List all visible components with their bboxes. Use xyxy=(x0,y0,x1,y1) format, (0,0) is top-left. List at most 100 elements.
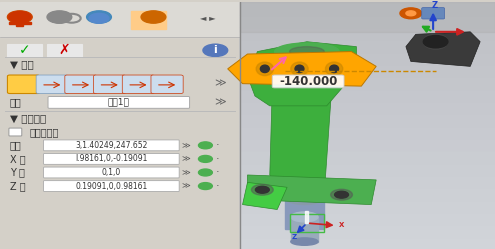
Polygon shape xyxy=(270,71,332,195)
Text: ▼ 手柄方向: ▼ 手柄方向 xyxy=(10,113,46,123)
FancyBboxPatch shape xyxy=(44,153,179,164)
Text: Y 轴: Y 轴 xyxy=(10,168,25,178)
Text: 3,1.40249,247.652: 3,1.40249,247.652 xyxy=(75,141,148,150)
Ellipse shape xyxy=(275,43,339,60)
Circle shape xyxy=(89,13,109,23)
Text: X 轴: X 轴 xyxy=(10,154,26,164)
FancyBboxPatch shape xyxy=(44,181,179,191)
Ellipse shape xyxy=(423,34,448,49)
Circle shape xyxy=(198,183,212,189)
Circle shape xyxy=(7,11,32,23)
Text: 实体: 实体 xyxy=(10,97,22,107)
Text: ≫: ≫ xyxy=(214,79,226,89)
Text: 0,1,0: 0,1,0 xyxy=(102,168,121,177)
Bar xyxy=(291,217,318,242)
Bar xyxy=(240,2,495,14)
FancyBboxPatch shape xyxy=(9,128,22,136)
Bar xyxy=(240,200,495,212)
Bar xyxy=(240,113,495,125)
Bar xyxy=(240,212,495,224)
Bar xyxy=(240,163,495,175)
Ellipse shape xyxy=(291,212,318,222)
Bar xyxy=(240,175,495,187)
FancyBboxPatch shape xyxy=(151,75,183,94)
Bar xyxy=(240,27,495,39)
Bar xyxy=(240,237,495,249)
Text: ▼ 必选: ▼ 必选 xyxy=(10,59,34,69)
Circle shape xyxy=(141,11,166,23)
Circle shape xyxy=(203,44,228,57)
Text: ≫: ≫ xyxy=(181,154,190,163)
Text: 选中1个: 选中1个 xyxy=(108,98,130,107)
FancyBboxPatch shape xyxy=(44,167,179,178)
Text: ≫: ≫ xyxy=(214,97,226,107)
Bar xyxy=(240,125,495,138)
Bar xyxy=(240,76,495,89)
Circle shape xyxy=(87,11,111,23)
Bar xyxy=(240,138,495,150)
FancyBboxPatch shape xyxy=(44,140,179,151)
Text: ≫: ≫ xyxy=(181,141,190,150)
Text: ·: · xyxy=(216,140,220,150)
Circle shape xyxy=(198,169,212,176)
Circle shape xyxy=(331,189,352,200)
Text: ◄ ►: ◄ ► xyxy=(200,14,216,23)
Bar xyxy=(469,2,495,175)
Ellipse shape xyxy=(260,65,269,72)
Bar xyxy=(290,214,324,232)
Text: l.98161,0,-0.19091: l.98161,0,-0.19091 xyxy=(75,154,148,163)
Bar xyxy=(47,44,82,57)
Bar xyxy=(240,14,495,27)
FancyBboxPatch shape xyxy=(7,75,40,94)
Text: 只移动手柄: 只移动手柄 xyxy=(30,127,59,137)
Circle shape xyxy=(406,11,416,16)
Bar xyxy=(240,187,495,200)
Bar xyxy=(240,64,495,76)
Bar xyxy=(9,22,31,24)
Circle shape xyxy=(255,186,269,193)
Bar xyxy=(317,2,342,175)
Polygon shape xyxy=(243,182,287,209)
Circle shape xyxy=(423,36,448,48)
Bar xyxy=(367,2,393,175)
FancyBboxPatch shape xyxy=(272,75,344,88)
Circle shape xyxy=(198,155,212,162)
Bar xyxy=(240,2,495,101)
Bar xyxy=(240,150,495,163)
Text: Z 轴: Z 轴 xyxy=(10,181,26,191)
Polygon shape xyxy=(248,175,376,205)
FancyBboxPatch shape xyxy=(94,75,126,94)
Text: 位置: 位置 xyxy=(10,140,22,150)
Text: -140.000: -140.000 xyxy=(279,75,338,88)
FancyBboxPatch shape xyxy=(48,96,190,108)
Bar xyxy=(0,2,240,37)
Circle shape xyxy=(251,184,273,195)
Bar xyxy=(240,52,495,64)
Bar xyxy=(265,2,291,175)
Text: ·: · xyxy=(216,154,220,164)
Circle shape xyxy=(335,191,348,198)
Circle shape xyxy=(400,8,422,19)
Text: ≫: ≫ xyxy=(181,182,190,190)
Ellipse shape xyxy=(282,185,327,205)
Bar xyxy=(131,11,166,29)
Polygon shape xyxy=(248,42,356,106)
Ellipse shape xyxy=(256,62,273,76)
FancyBboxPatch shape xyxy=(36,75,68,94)
Text: X: X xyxy=(339,222,345,228)
Ellipse shape xyxy=(291,238,318,245)
Polygon shape xyxy=(406,32,480,66)
Text: ✗: ✗ xyxy=(58,43,70,57)
Ellipse shape xyxy=(290,47,324,57)
Ellipse shape xyxy=(295,65,304,72)
Text: 0.19091,0,0.98161: 0.19091,0,0.98161 xyxy=(75,182,148,190)
Circle shape xyxy=(145,12,162,21)
Bar xyxy=(240,224,495,237)
Ellipse shape xyxy=(326,62,343,76)
Text: ·: · xyxy=(216,181,220,191)
Circle shape xyxy=(9,12,31,22)
Bar xyxy=(342,2,367,175)
Text: ≫: ≫ xyxy=(181,168,190,177)
FancyBboxPatch shape xyxy=(422,8,445,19)
Circle shape xyxy=(198,142,212,149)
